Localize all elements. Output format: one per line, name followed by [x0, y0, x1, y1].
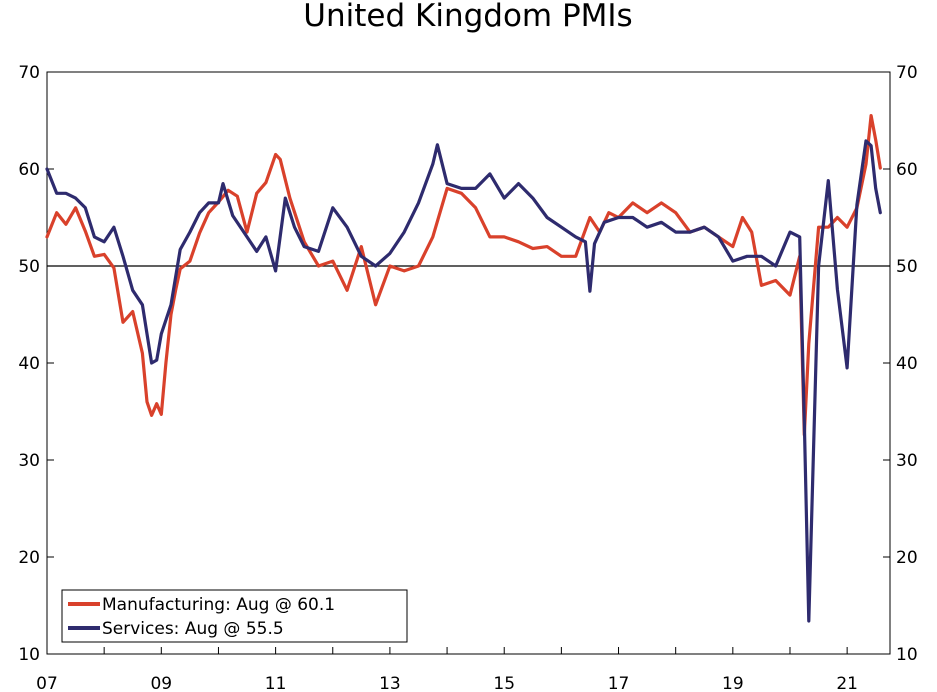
y-tick-label-right: 10: [896, 645, 918, 665]
legend-label-services: Services: Aug @ 55.5: [102, 619, 284, 639]
legend-box: [61, 589, 408, 643]
y-tick-label-right: 60: [896, 160, 918, 180]
series-line-manufacturing: [45, 113, 882, 437]
x-tick-label: 15: [493, 674, 515, 692]
y-tick-label-right: 20: [896, 548, 918, 568]
y-tick-label-right: 70: [896, 63, 918, 83]
x-tick-label: 11: [265, 674, 287, 692]
x-tick-label: 09: [150, 674, 172, 692]
x-tick-label: 07: [36, 674, 58, 692]
y-tick-label-left: 70: [18, 63, 40, 83]
x-tick-label: 19: [722, 674, 744, 692]
y-tick-label-right: 50: [896, 257, 918, 277]
series-group: [45, 113, 882, 623]
x-axis: 07 09 11 13 15 17 19 21: [36, 647, 858, 692]
x-tick-label: 13: [379, 674, 401, 692]
legend: Manufacturing: Aug @ 60.1 Services: Aug …: [61, 589, 408, 643]
y-tick-label-left: 10: [18, 645, 40, 665]
y-tick-label-right: 40: [896, 354, 918, 374]
series-line-services: [45, 139, 882, 623]
y-axis-left: 10 20 30 40 50 60 70: [18, 63, 54, 665]
x-tick-label: 17: [608, 674, 630, 692]
chart-title: United Kingdom PMIs: [303, 0, 632, 34]
legend-label-manufacturing: Manufacturing: Aug @ 60.1: [102, 595, 335, 615]
y-tick-label-right: 30: [896, 451, 918, 471]
y-tick-label-left: 30: [18, 451, 40, 471]
y-axis-right: 10 20 30 40 50 60 70: [883, 63, 918, 665]
x-tick-label: 21: [836, 674, 858, 692]
y-tick-label-left: 60: [18, 160, 40, 180]
y-tick-label-left: 20: [18, 548, 40, 568]
y-tick-label-left: 50: [18, 257, 40, 277]
plot-frame: [46, 71, 891, 655]
y-tick-label-left: 40: [18, 354, 40, 374]
